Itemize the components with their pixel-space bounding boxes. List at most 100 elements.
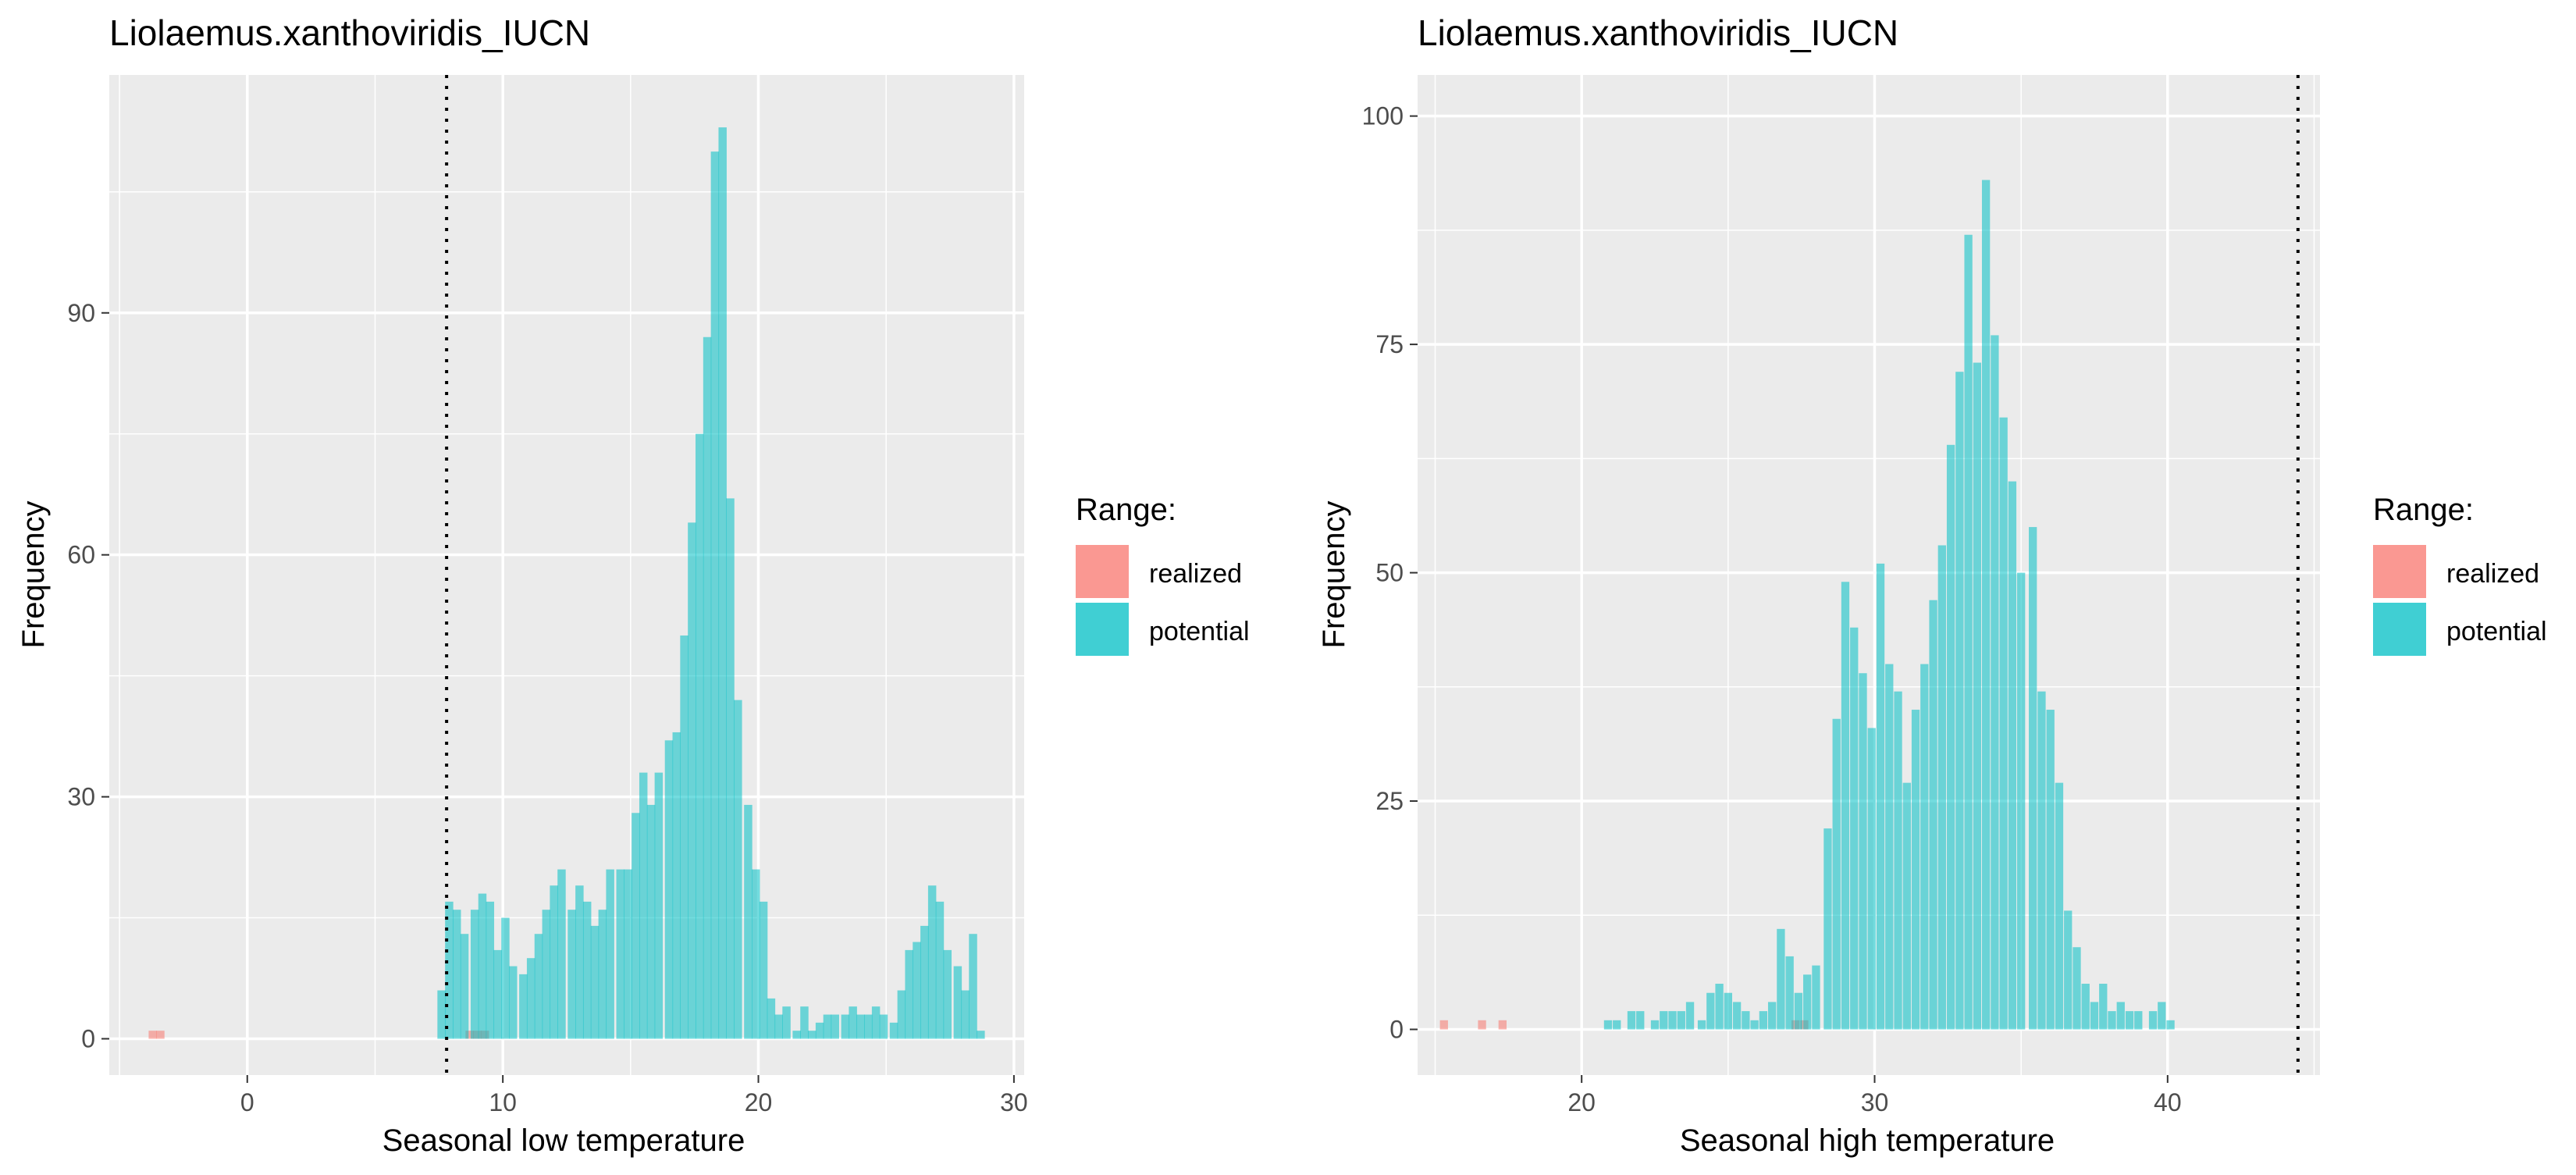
legend-label-potential: potential xyxy=(2446,617,2547,646)
bar-potential xyxy=(478,893,487,1039)
chart-title: Liolaemus.xanthoviridis_IUCN xyxy=(109,12,590,53)
bar-potential xyxy=(905,949,913,1039)
bar-potential xyxy=(752,869,760,1039)
bar-potential xyxy=(1955,372,1964,1030)
bar-potential xyxy=(953,966,962,1039)
y-axis-label: Frequency xyxy=(16,501,51,649)
bar-potential xyxy=(486,901,495,1039)
bar-potential xyxy=(501,917,510,1039)
bar-potential xyxy=(598,910,607,1039)
bar-potential xyxy=(646,804,656,1039)
bar-potential xyxy=(696,433,704,1039)
x-axis-label: Seasonal high temperature xyxy=(1680,1123,2055,1158)
y-tick-label: 0 xyxy=(81,1025,95,1053)
bar-potential xyxy=(632,813,640,1039)
x-tick-label: 30 xyxy=(1000,1088,1028,1116)
bar-potential xyxy=(1981,180,1991,1030)
bar-potential xyxy=(2081,984,2090,1030)
bar-potential xyxy=(927,885,937,1039)
bar-potential xyxy=(1603,1020,1613,1030)
y-tick-label: 75 xyxy=(1375,330,1404,358)
bar-potential xyxy=(1759,1011,1768,1030)
bar-potential xyxy=(977,1031,985,1039)
bar-realized xyxy=(156,1031,165,1039)
bar-potential xyxy=(1876,563,1885,1030)
bar-potential xyxy=(1867,728,1876,1030)
bar-realized xyxy=(148,1031,157,1039)
bar-potential xyxy=(864,1014,873,1039)
bar-potential xyxy=(639,772,648,1039)
bar-potential xyxy=(2037,691,2046,1030)
y-tick-label: 30 xyxy=(67,783,95,811)
bar-potential xyxy=(879,1014,888,1039)
legend-key-realized xyxy=(1076,545,1129,598)
x-tick-label: 30 xyxy=(1861,1088,1889,1116)
bar-potential xyxy=(1697,1020,1706,1030)
bar-potential xyxy=(452,910,461,1039)
bar-potential xyxy=(550,885,558,1039)
legend-label-realized: realized xyxy=(1149,559,1242,589)
bar-potential xyxy=(2166,1020,2175,1030)
bar-potential xyxy=(734,700,742,1039)
bar-potential xyxy=(703,336,712,1039)
bar-potential xyxy=(2073,947,2081,1030)
bar-potential xyxy=(2046,710,2055,1030)
bar-potential xyxy=(460,934,469,1039)
bar-potential xyxy=(672,732,681,1039)
bar-potential xyxy=(1946,444,1955,1030)
bar-potential xyxy=(856,1014,865,1039)
x-tick-label: 20 xyxy=(1567,1088,1596,1116)
x-tick-label: 0 xyxy=(240,1088,254,1116)
bar-potential xyxy=(2090,1002,2099,1030)
panel-seasonal-high: Liolaemus.xanthoviridis_IUCN Seasonal hi… xyxy=(1317,12,2547,1158)
bar-potential xyxy=(849,1006,857,1039)
x-tick-label: 10 xyxy=(489,1088,517,1116)
chart-title: Liolaemus.xanthoviridis_IUCN xyxy=(1418,12,1898,53)
bar-potential xyxy=(1677,1011,1685,1030)
bar-potential xyxy=(2116,1002,2125,1030)
bar-potential xyxy=(782,1006,791,1039)
bar-potential xyxy=(534,934,543,1039)
bar-potential xyxy=(1777,928,1785,1030)
bar-potential xyxy=(2055,782,2064,1030)
bar-potential xyxy=(792,1031,801,1039)
bar-potential xyxy=(1920,664,1929,1030)
bar-potential xyxy=(1812,965,1820,1030)
bar-potential xyxy=(557,869,566,1039)
bar-potential xyxy=(1803,974,1812,1030)
bar-potential xyxy=(568,910,576,1039)
bar-potential xyxy=(2158,1002,2166,1030)
legend-title: Range: xyxy=(2373,493,2474,527)
bar-potential xyxy=(1627,1011,1636,1030)
bar-potential xyxy=(493,949,502,1039)
bar-realized xyxy=(1439,1020,1448,1030)
bar-potential xyxy=(815,1022,824,1039)
legend-label-potential: potential xyxy=(1149,617,1250,646)
legend-label-realized: realized xyxy=(2446,559,2539,589)
y-tick-label: 100 xyxy=(1362,102,1404,130)
x-tick-label: 40 xyxy=(2154,1088,2182,1116)
bar-potential xyxy=(871,1006,881,1039)
bar-potential xyxy=(2017,572,2026,1030)
bar-potential xyxy=(519,974,528,1039)
bar-potential xyxy=(2148,1011,2158,1030)
bar-potential xyxy=(2125,1011,2134,1030)
x-tick-label: 20 xyxy=(745,1088,773,1116)
bar-potential xyxy=(744,804,753,1039)
bar-potential xyxy=(2064,910,2073,1030)
bar-potential xyxy=(606,869,614,1039)
bar-potential xyxy=(1668,1011,1677,1030)
bar-potential xyxy=(445,901,454,1039)
bar-potential xyxy=(1911,710,1920,1030)
bar-potential xyxy=(920,925,929,1039)
bar-potential xyxy=(1850,627,1859,1030)
bar-potential xyxy=(943,949,952,1039)
y-tick-label: 90 xyxy=(67,299,95,327)
bar-potential xyxy=(1894,691,1902,1030)
bar-potential xyxy=(1823,828,1832,1030)
legend-key-potential xyxy=(2373,603,2426,656)
bar-potential xyxy=(590,925,600,1039)
bar-potential xyxy=(823,1014,832,1039)
bar-potential xyxy=(680,635,688,1039)
bar-potential xyxy=(1742,1011,1750,1030)
